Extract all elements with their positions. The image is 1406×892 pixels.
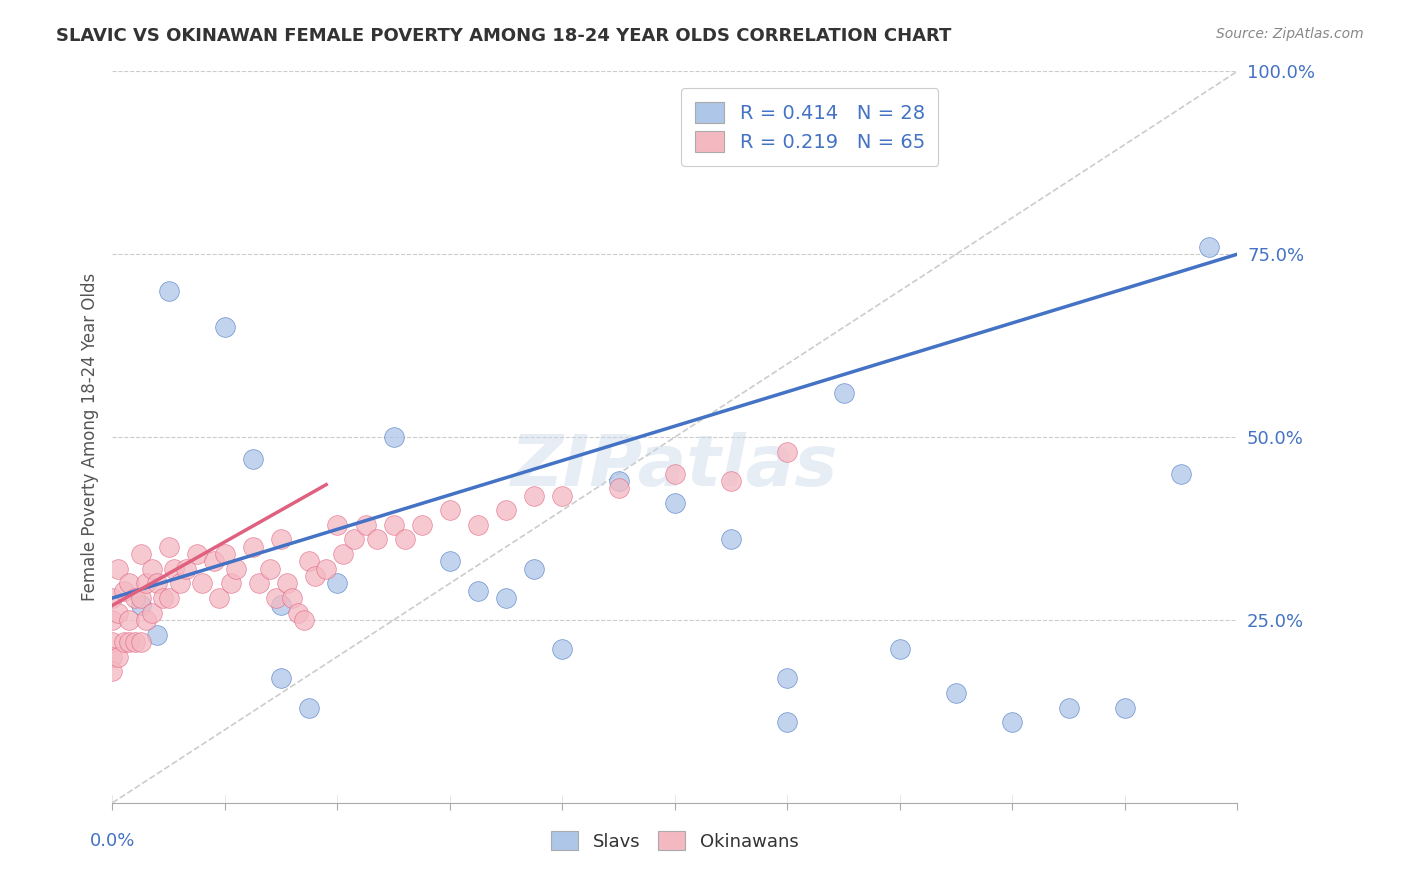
Point (112, 635, 135, 649)
Text: SLAVIC VS OKINAWAN FEMALE POVERTY AMONG 18-24 YEAR OLDS CORRELATION CHART: SLAVIC VS OKINAWAN FEMALE POVERTY AMONG … (56, 27, 952, 45)
Point (202, 554, 225, 568)
Point (101, 649, 124, 664)
Point (394, 533, 416, 547)
Point (607, 481, 630, 495)
Point (152, 591, 174, 605)
Point (270, 599, 292, 613)
Point (343, 533, 366, 547)
Point (214, 320, 236, 334)
Point (101, 664, 124, 678)
Point (287, 606, 309, 620)
Point (118, 613, 141, 627)
Point (135, 576, 157, 591)
Point (214, 547, 236, 561)
Point (326, 517, 349, 532)
Point (832, 386, 855, 401)
Point (495, 591, 517, 605)
Point (1170, 467, 1192, 481)
Point (523, 562, 546, 576)
Point (129, 599, 152, 613)
Point (135, 613, 157, 627)
Point (366, 533, 388, 547)
Point (270, 672, 292, 686)
Point (129, 635, 152, 649)
Point (411, 517, 433, 532)
Point (495, 503, 517, 517)
Point (776, 444, 799, 458)
Point (326, 576, 349, 591)
Point (157, 591, 180, 605)
Point (776, 715, 799, 730)
Point (382, 430, 405, 444)
Point (208, 591, 231, 605)
Point (169, 576, 191, 591)
Point (107, 649, 129, 664)
Point (270, 533, 292, 547)
Point (124, 635, 146, 649)
Point (382, 517, 405, 532)
Point (129, 547, 152, 561)
Text: Source: ZipAtlas.com: Source: ZipAtlas.com (1216, 27, 1364, 41)
Point (191, 576, 214, 591)
Point (118, 635, 141, 649)
Text: 0.0%: 0.0% (90, 832, 135, 850)
Point (1001, 715, 1024, 730)
Point (304, 569, 326, 583)
Point (551, 489, 574, 503)
Point (186, 547, 208, 561)
Point (292, 613, 315, 627)
Point (129, 591, 152, 605)
Point (146, 576, 169, 591)
Point (281, 591, 304, 605)
Point (259, 562, 281, 576)
Point (1114, 700, 1136, 714)
Point (225, 562, 247, 576)
Point (467, 583, 489, 598)
Point (664, 496, 686, 510)
Point (720, 533, 742, 547)
Point (439, 554, 461, 568)
Point (467, 517, 489, 532)
Point (124, 591, 146, 605)
Point (945, 686, 967, 700)
Point (242, 540, 264, 554)
Point (101, 635, 124, 649)
Point (1057, 700, 1080, 714)
Point (101, 591, 124, 605)
Point (141, 562, 163, 576)
Point (118, 576, 141, 591)
Point (298, 700, 321, 714)
Point (247, 576, 270, 591)
Point (298, 554, 321, 568)
Point (174, 562, 197, 576)
Point (219, 576, 242, 591)
Point (889, 642, 911, 657)
Point (157, 284, 180, 298)
Text: ZIPatlas: ZIPatlas (512, 432, 838, 500)
Legend: Slavs, Okinawans: Slavs, Okinawans (543, 822, 807, 860)
Point (242, 452, 264, 467)
Point (332, 547, 354, 561)
Point (101, 613, 124, 627)
Point (315, 562, 337, 576)
Point (1198, 240, 1220, 254)
Point (157, 540, 180, 554)
Point (141, 606, 163, 620)
Point (776, 672, 799, 686)
Point (354, 517, 377, 532)
Point (439, 503, 461, 517)
Point (264, 591, 287, 605)
Point (607, 474, 630, 488)
Point (720, 474, 742, 488)
Point (664, 467, 686, 481)
Point (163, 562, 186, 576)
Point (523, 489, 546, 503)
Point (276, 576, 298, 591)
Point (112, 583, 135, 598)
Point (146, 627, 169, 641)
Point (107, 606, 129, 620)
Point (107, 562, 129, 576)
Y-axis label: Female Poverty Among 18-24 Year Olds: Female Poverty Among 18-24 Year Olds (80, 273, 98, 601)
Point (551, 642, 574, 657)
